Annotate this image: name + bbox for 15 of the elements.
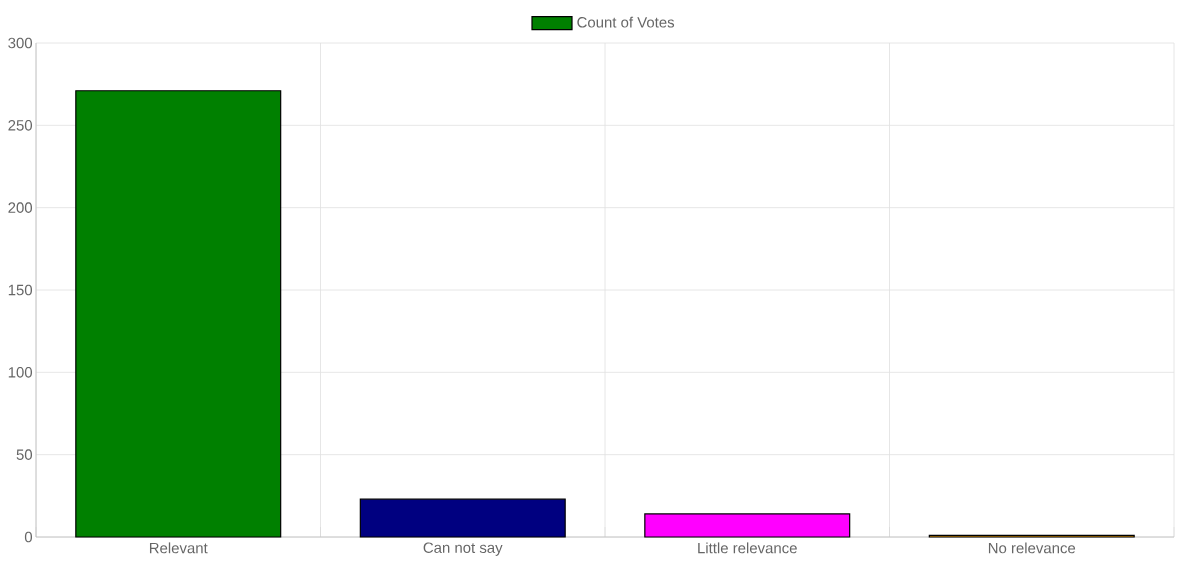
x-tick-label: Little relevance <box>698 542 797 554</box>
x-tick-label: Relevant <box>149 542 208 554</box>
y-tick-label: 0 <box>24 531 33 543</box>
y-tick-label: 150 <box>8 284 33 296</box>
x-tick-label: No relevance <box>988 542 1076 554</box>
y-tick-label: 300 <box>8 37 33 49</box>
y-tick-label: 100 <box>8 367 33 378</box>
x-tick-label: Can not say <box>423 542 503 556</box>
bar <box>75 90 282 538</box>
y-tick-label: 50 <box>16 449 33 460</box>
legend-label: Count of Votes <box>577 16 675 28</box>
bar <box>644 513 851 538</box>
y-tick-label: 250 <box>8 120 33 131</box>
bar <box>359 498 566 538</box>
y-tick-label: 200 <box>8 202 33 213</box>
